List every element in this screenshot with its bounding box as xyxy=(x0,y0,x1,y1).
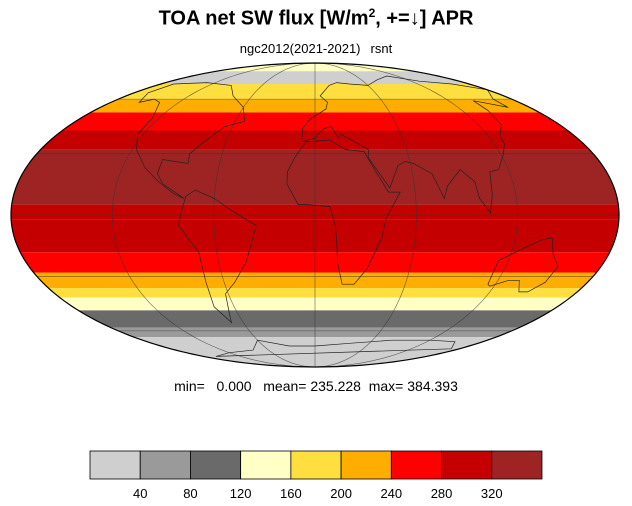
colorbar-swatch-6 xyxy=(390,450,442,480)
statistics-line: min= 0.000 mean= 235.228 max= 384.393 xyxy=(0,378,632,394)
continent-outline-3 xyxy=(301,75,509,214)
colorbar-swatch-4 xyxy=(290,450,342,480)
meridian-line xyxy=(314,62,417,368)
colorbar-tick-label: 120 xyxy=(230,486,252,501)
max-value: 384.393 xyxy=(407,378,458,394)
colorbar-swatch-3 xyxy=(240,450,292,480)
title-superscript: 2 xyxy=(368,6,376,20)
title-tail: , +=↓] APR xyxy=(375,7,474,30)
min-value: 0.000 xyxy=(216,378,252,394)
colorbar-tick-label: 240 xyxy=(380,486,402,501)
continent-outline-2 xyxy=(286,139,401,285)
colorbar-tick-label: 280 xyxy=(431,486,453,501)
subtitle-model: ngc2012(2021-2021) xyxy=(239,41,361,56)
colorbar-tick-label: 320 xyxy=(481,486,503,501)
coastlines xyxy=(136,75,559,357)
meridian-line xyxy=(314,62,518,368)
colorbar-swatch-2 xyxy=(190,450,242,480)
mean-value: 235.228 xyxy=(310,378,361,394)
graticule xyxy=(11,62,619,368)
map-outline xyxy=(10,62,620,368)
min-label: min= xyxy=(174,378,205,394)
continent-outline-0 xyxy=(136,82,245,199)
meridian-line xyxy=(112,62,316,368)
chart-subtitle: ngc2012(2021-2021) rsnt xyxy=(0,41,632,56)
colorbar-swatch-7 xyxy=(441,450,493,480)
max-label: max= xyxy=(368,378,404,394)
colorbar-tick-label: 160 xyxy=(280,486,302,501)
colorbar-swatch-1 xyxy=(139,450,191,480)
colorbar-tick-label: 80 xyxy=(183,486,197,501)
continent-outline-1 xyxy=(178,189,257,324)
chart-title: TOA net SW flux [W/m2, +=↓] APR xyxy=(0,6,632,31)
meridian-line xyxy=(213,62,316,368)
subtitle-variable: rsnt xyxy=(370,41,393,56)
colorbar-swatch-0 xyxy=(89,450,141,480)
colorbar-swatch-5 xyxy=(340,450,392,480)
continent-outline-5 xyxy=(215,339,456,357)
title-text: TOA net SW flux [W/m xyxy=(158,7,369,30)
continent-outline-4 xyxy=(487,237,559,293)
colorbar-tick-label: 200 xyxy=(330,486,352,501)
mean-label: mean= xyxy=(263,378,307,394)
colorbar-swatch-8 xyxy=(491,450,543,480)
colorbar-tick-label: 40 xyxy=(133,486,147,501)
